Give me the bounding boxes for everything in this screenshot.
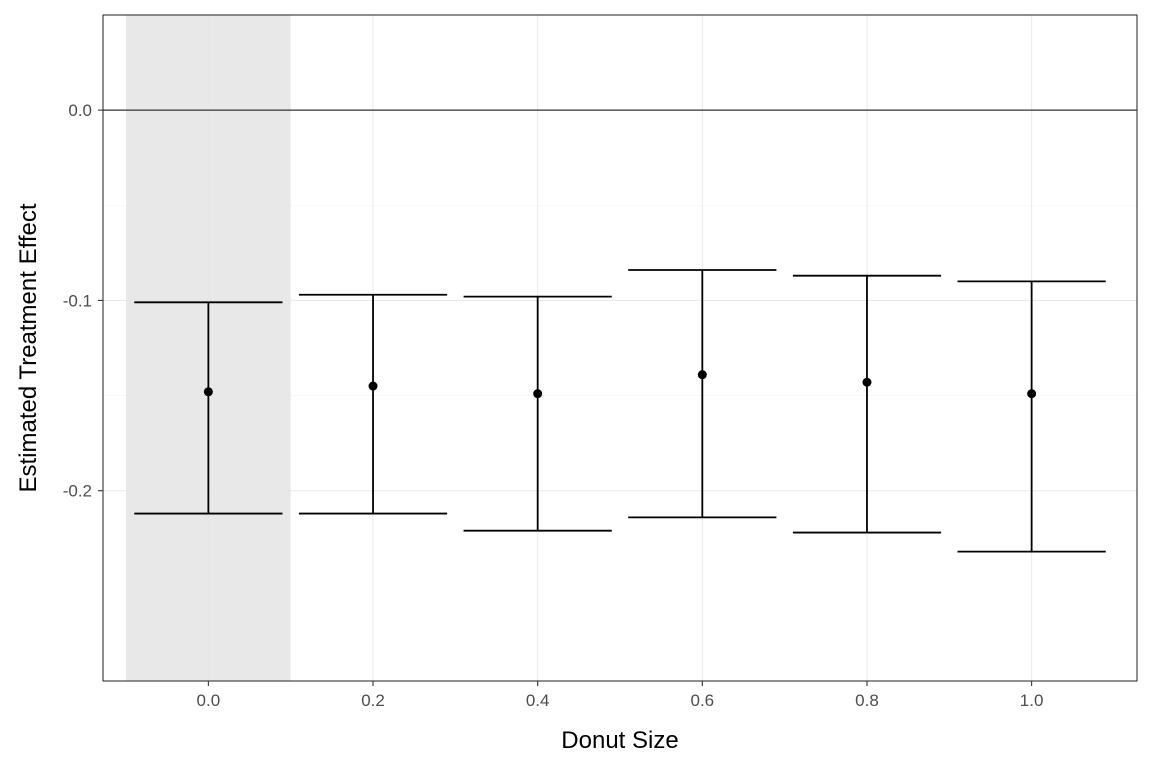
axis-ticks: 0.0 -0.1 -0.2 0.0 0.2 0.4 0.6 0.8 1.0 xyxy=(63,101,1044,710)
error-bar-group xyxy=(957,280,1106,553)
estimate-point xyxy=(203,387,213,397)
error-bar-group xyxy=(463,295,612,532)
error-bar-group xyxy=(628,269,777,519)
panel-border xyxy=(102,14,1138,682)
x-axis-title: Donut Size xyxy=(561,727,678,754)
y-axis-title: Estimated Treatment Effect xyxy=(15,203,42,492)
estimate-point xyxy=(368,381,378,391)
estimate-point xyxy=(862,377,872,387)
x-tick-label: 0.6 xyxy=(691,691,715,710)
x-tick-label: 0.4 xyxy=(526,691,550,710)
x-tick-label: 0.8 xyxy=(855,691,879,710)
y-tick-label: 0.0 xyxy=(68,101,92,120)
error-bar-group xyxy=(134,301,283,515)
y-tick-label: -0.1 xyxy=(63,291,92,310)
error-bars xyxy=(134,269,1106,553)
estimate-point xyxy=(533,389,543,399)
estimate-point xyxy=(697,370,707,380)
y-tick-label: -0.2 xyxy=(63,482,92,501)
x-tick-label: 0.2 xyxy=(361,691,385,710)
x-tick-label: 1.0 xyxy=(1020,691,1044,710)
error-bar-group xyxy=(298,293,448,515)
x-tick-label: 0.0 xyxy=(197,691,221,710)
error-bar-group xyxy=(792,274,942,534)
estimate-point xyxy=(1027,389,1037,399)
